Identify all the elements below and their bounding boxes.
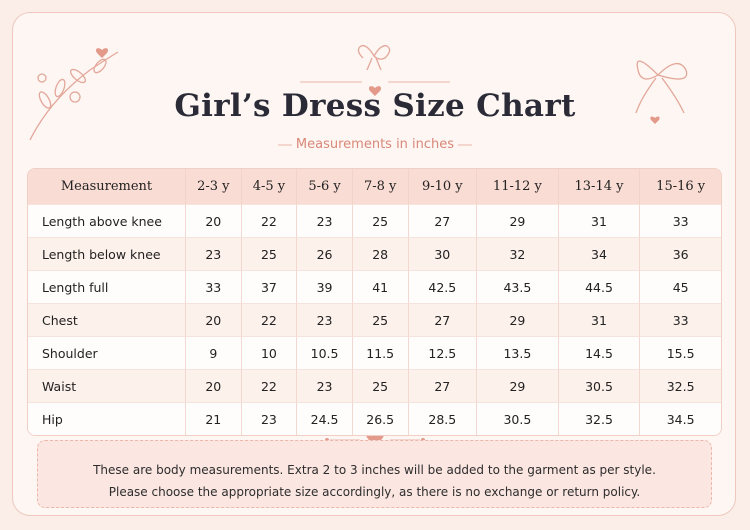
table-cell: 37 <box>240 270 297 303</box>
column-header: 5-6 y <box>296 169 352 204</box>
table-cell: 10 <box>240 336 297 369</box>
table-cell: 20 <box>185 204 241 237</box>
row-label: Hip <box>28 402 185 435</box>
table-cell: 31 <box>557 204 640 237</box>
row-label: Length below knee <box>28 237 185 270</box>
column-header: 4-5 y <box>240 169 297 204</box>
table-row: Hip 21 23 24.5 26.5 28.5 30.5 32.5 34.5 <box>28 402 721 435</box>
table-cell: 13.5 <box>476 336 558 369</box>
table-cell: 32.5 <box>557 402 640 435</box>
table-cell: 22 <box>240 369 297 402</box>
column-header: Measurement <box>28 169 185 204</box>
table-cell: 33 <box>185 270 241 303</box>
table-cell: 24.5 <box>296 402 352 435</box>
subtitle: Measurements in inches <box>295 137 455 152</box>
table-row: Chest 20 22 23 25 27 29 31 33 <box>28 303 721 336</box>
row-label: Length above knee <box>28 204 185 237</box>
table-cell: 15.5 <box>639 336 721 369</box>
table-cell: 23 <box>240 402 297 435</box>
table-cell: 29 <box>476 204 558 237</box>
table-cell: 28.5 <box>407 402 477 435</box>
header-row: Measurement 2-3 y 4-5 y 5-6 y 7-8 y 9-10 y 11-… <box>28 169 721 204</box>
table-cell: 39 <box>296 270 352 303</box>
column-header: 15-16 y <box>639 169 721 204</box>
column-header: 7-8 y <box>351 169 408 204</box>
table-cell: 30 <box>407 237 477 270</box>
table-row: Waist 20 22 23 25 27 29 30.5 32.5 <box>28 369 721 402</box>
table-cell: 30.5 <box>476 402 558 435</box>
table-cell: 32 <box>476 237 558 270</box>
note-line: These are body measurements. Extra 2 to … <box>93 463 656 477</box>
table-cell: 44.5 <box>557 270 640 303</box>
table-cell: 22 <box>240 303 297 336</box>
table-cell: 43.5 <box>476 270 558 303</box>
table-cell: 25 <box>351 204 408 237</box>
table-cell: 27 <box>407 204 477 237</box>
table-cell: 25 <box>351 369 408 402</box>
row-label: Chest <box>28 303 185 336</box>
table-row: Length full 33 37 39 41 42.5 43.5 44.5 45 <box>28 270 721 303</box>
table-row: Shoulder 9 10 10.5 11.5 12.5 13.5 14.5 15.5 <box>28 336 721 369</box>
table-cell: 21 <box>185 402 241 435</box>
table-cell: 9 <box>185 336 241 369</box>
table-cell: 22 <box>240 204 297 237</box>
table-cell: 32.5 <box>639 369 721 402</box>
table-cell: 26.5 <box>351 402 408 435</box>
column-header: 13-14 y <box>557 169 640 204</box>
note-box: These are body measurements. Extra 2 to … <box>37 440 712 508</box>
table-cell: 23 <box>296 204 352 237</box>
table-cell: 20 <box>185 303 241 336</box>
table-cell: 45 <box>639 270 721 303</box>
table-cell: 42.5 <box>407 270 477 303</box>
table-cell: 11.5 <box>351 336 408 369</box>
table-body: Length above knee 20 22 23 25 27 29 31 33 Length … <box>28 204 721 435</box>
size-table: Measurement 2-3 y 4-5 y 5-6 y 7-8 y 9-10 y 11-… <box>27 168 722 436</box>
column-header: 11-12 y <box>476 169 558 204</box>
table-cell: 31 <box>557 303 640 336</box>
table-cell: 10.5 <box>296 336 352 369</box>
table-cell: 27 <box>407 303 477 336</box>
row-label: Waist <box>28 369 185 402</box>
row-label: Shoulder <box>28 336 185 369</box>
title: Girl’s Dress Size Chart <box>174 88 576 124</box>
table-cell: 41 <box>351 270 408 303</box>
table-cell: 20 <box>185 369 241 402</box>
table-row: Length below knee 23 25 26 28 30 32 34 36 <box>28 237 721 270</box>
table-cell: 27 <box>407 369 477 402</box>
table-cell: 12.5 <box>407 336 477 369</box>
table-cell: 29 <box>476 303 558 336</box>
table-cell: 34 <box>557 237 640 270</box>
column-header: 2-3 y <box>185 169 241 204</box>
table-cell: 26 <box>296 237 352 270</box>
row-label: Length full <box>28 270 185 303</box>
table-row: Length above knee 20 22 23 25 27 29 31 33 <box>28 204 721 237</box>
table-cell: 30.5 <box>557 369 640 402</box>
table-cell: 34.5 <box>639 402 721 435</box>
note-line: Please choose the appropriate size accor… <box>108 485 641 499</box>
table-cell: 29 <box>476 369 558 402</box>
table-cell: 33 <box>639 204 721 237</box>
table-cell: 25 <box>351 303 408 336</box>
table-cell: 14.5 <box>557 336 640 369</box>
table-cell: 33 <box>639 303 721 336</box>
column-header: 9-10 y <box>407 169 477 204</box>
table-cell: 28 <box>351 237 408 270</box>
table-cell: 25 <box>240 237 297 270</box>
table-cell: 36 <box>639 237 721 270</box>
table-cell: 23 <box>296 303 352 336</box>
table-cell: 23 <box>296 369 352 402</box>
table-cell: 23 <box>185 237 241 270</box>
